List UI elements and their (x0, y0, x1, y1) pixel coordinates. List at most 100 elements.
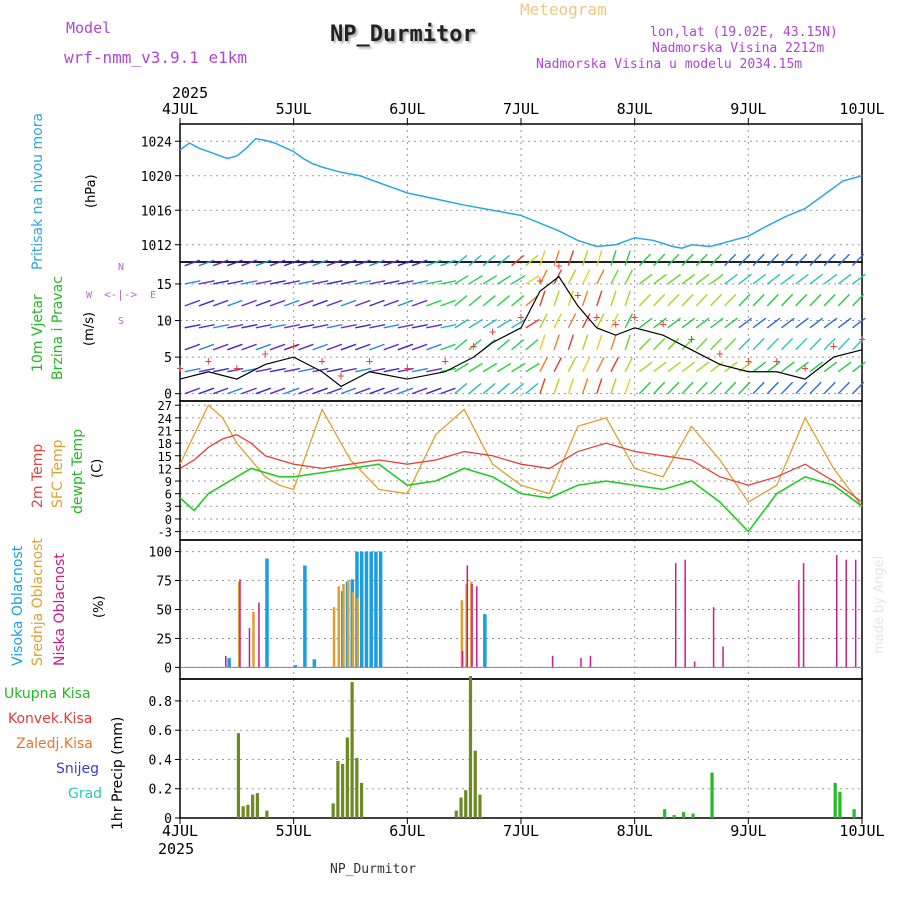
time-label-top: 9JUL (730, 100, 766, 118)
wind-arrow (809, 361, 824, 373)
wind-arrow (638, 253, 652, 267)
wind-arrow (710, 317, 724, 329)
wind-arrow (596, 357, 605, 373)
product-title: Meteogram (520, 0, 607, 19)
temp-ytick-label: -3 (158, 526, 172, 540)
wind-arrow (667, 317, 681, 329)
wind-arrow (298, 299, 314, 307)
wind-gust-marker: + (536, 273, 543, 287)
cloud-bar (303, 565, 307, 668)
pressure-ytick-label: 1016 (141, 204, 172, 219)
wind-arrow (326, 367, 343, 373)
wind-arrow (355, 367, 372, 373)
wind-arrow (681, 381, 694, 395)
wind-arrow (738, 317, 753, 329)
cloud-bar (356, 597, 359, 668)
wind-arrow (681, 253, 694, 267)
cloud-bar (239, 579, 241, 668)
precip-bar (464, 790, 468, 818)
precip-bar (459, 797, 463, 818)
wind-arrow (440, 323, 457, 329)
wind-gust-marker: + (205, 354, 212, 368)
wind-arrow (482, 362, 498, 373)
wind-arrow (638, 293, 652, 307)
wind-arrow (511, 362, 526, 373)
wind-arrow (213, 280, 229, 285)
cloud-bar (802, 563, 805, 668)
wind-arrow (269, 343, 286, 351)
wind-arrow (710, 361, 724, 373)
wind-arrow (468, 254, 482, 267)
wind-arrow (212, 299, 229, 307)
cloud-bar (248, 628, 251, 668)
wind-arrow (340, 387, 357, 395)
wind-arrow (596, 250, 603, 266)
wind-arrow (184, 299, 201, 307)
wind-arrow (369, 387, 385, 395)
wind-arrow (567, 378, 575, 394)
wind-arrow (255, 259, 272, 267)
wind-arrow (837, 317, 852, 329)
cloud-bar (684, 559, 686, 668)
wind-arrow (780, 381, 794, 395)
precip-bar (246, 804, 250, 818)
year-top: 2025 (172, 84, 209, 102)
wind-arrow (241, 323, 258, 329)
wind-arrow (724, 273, 738, 285)
wind-arrow (383, 299, 399, 307)
wind-arrow (667, 381, 680, 395)
wind-arrow (298, 259, 314, 267)
wind-arrow (397, 259, 414, 267)
wind-arrow (525, 382, 539, 395)
precip-bar (265, 810, 269, 818)
precip-bar (838, 791, 842, 818)
wind-arrow (184, 280, 201, 285)
wind-gust-marker: + (659, 317, 666, 331)
wind-arrow (724, 317, 738, 329)
cloud-bar (693, 661, 696, 668)
wind-gust-marker: + (773, 354, 780, 368)
wind-arrow (227, 299, 243, 307)
temp2m-line (179, 433, 863, 503)
wind-arrow (681, 361, 696, 373)
precip-bar (350, 681, 354, 818)
cloud-bar (258, 602, 260, 668)
wind-arrow (653, 273, 667, 285)
wind-arrow (496, 382, 511, 395)
wind-gust-marker: + (631, 310, 638, 324)
wind-arrow (596, 313, 605, 329)
wind-arrow (383, 259, 399, 267)
wind-arrow (766, 253, 779, 267)
wind-arrow (411, 343, 428, 351)
precip-bar (359, 782, 364, 818)
wind-arrow (766, 293, 779, 307)
wind-arrow (724, 381, 737, 395)
wind-arrow (581, 290, 589, 307)
model-name: wrf-nmm_v3.9.1 e1km (64, 48, 248, 67)
time-label-top: 4JUL (162, 100, 198, 118)
wind-arrow (667, 273, 681, 285)
wind-arrow (269, 387, 286, 395)
time-label-top: 10JUL (839, 100, 884, 118)
cloud-bar (332, 607, 336, 668)
wind-arrow (624, 290, 631, 307)
wind-arrow (269, 367, 286, 373)
cloud-bar (712, 607, 715, 668)
wind-arrow (539, 290, 546, 307)
wind-arrow (724, 337, 737, 351)
wind-arrow (525, 338, 539, 351)
wind-arrow (567, 357, 577, 373)
cloud-ytick-label: 75 (156, 575, 172, 590)
wind-arrow (283, 387, 300, 395)
wind-gust-marker: + (262, 346, 269, 360)
wind-arrow (184, 367, 201, 373)
precip-bar (710, 772, 714, 818)
wind-gust-marker: + (176, 361, 183, 375)
wind-arrow (511, 318, 526, 329)
wind-gust-marker: + (555, 259, 562, 273)
wind-arrow (837, 381, 850, 395)
wind-arrow (411, 259, 428, 267)
precip-ytick-label: 0 (164, 812, 172, 827)
wind-arrow (241, 367, 258, 373)
lonlat-label: lon,lat (19.02E, 43.15N) (650, 25, 838, 40)
